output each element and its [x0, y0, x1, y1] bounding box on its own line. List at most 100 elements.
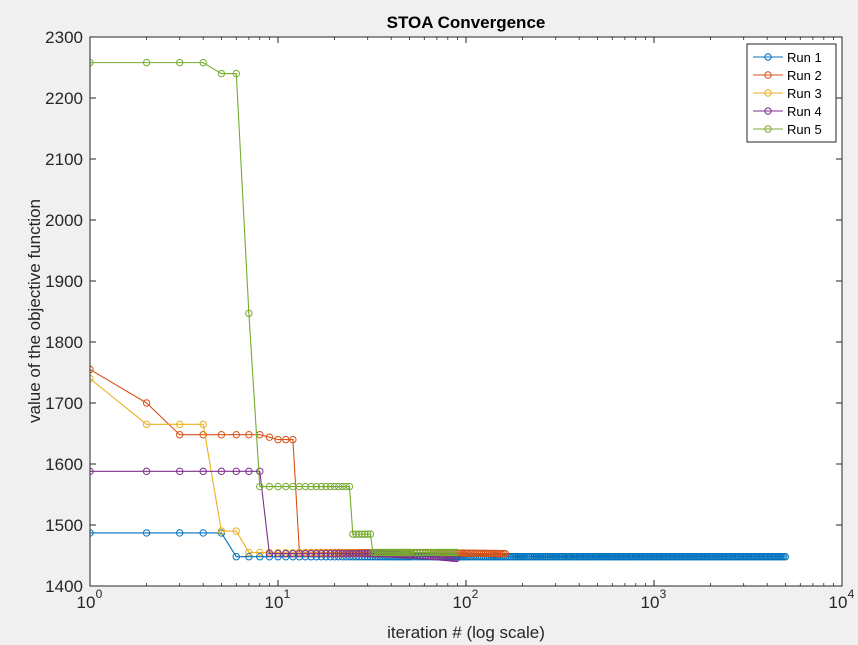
- data-point-run4-57: [427, 552, 435, 561]
- data-point-run4-26: [355, 549, 363, 558]
- legend: Run 1 Run 2 Run 3 Run 4 Run 5: [746, 43, 837, 143]
- data-point-run3-7: [256, 548, 264, 557]
- data-point-run4-20: [334, 549, 343, 558]
- data-point-run5-3: [199, 58, 207, 67]
- data-point-run5-5: [232, 69, 240, 78]
- data-point-run3-1: [142, 420, 151, 429]
- data-point-run5-31: [369, 548, 377, 557]
- data-point-run2-94: [499, 549, 508, 558]
- x-tick-label-exponent: 2: [472, 587, 479, 601]
- data-point-run4-8: [265, 549, 274, 558]
- data-point-run5-20: [334, 482, 343, 491]
- data-point-run4-1: [142, 467, 151, 476]
- data-point-run5-66: [447, 548, 455, 557]
- y-tick-label: 1900: [45, 272, 83, 291]
- data-point-run1-1: [142, 529, 151, 537]
- data-point-run5-54: [419, 548, 427, 557]
- legend-label: Run 5: [787, 122, 822, 137]
- data-point-run2-4: [217, 431, 226, 439]
- data-point-run2-83: [479, 549, 488, 558]
- data-point-run2-2: [176, 431, 184, 439]
- data-point-run1-98: [507, 553, 515, 561]
- data-point-run5-15: [312, 482, 321, 491]
- data-point-run5-67: [449, 548, 457, 557]
- data-point-run5-13: [301, 482, 310, 491]
- data-point-run5-57: [427, 548, 435, 557]
- y-tick-label: 1800: [45, 333, 83, 352]
- y-tick-label: 2300: [45, 28, 83, 47]
- data-point-run1-124: [553, 553, 561, 561]
- data-point-run1-3: [199, 529, 207, 537]
- data-point-run5-52: [413, 548, 421, 557]
- y-tick-label: 2200: [45, 89, 83, 108]
- ticks-layer: 1400150016001700180019002000210022002300…: [45, 28, 854, 612]
- x-tick-label-exponent: 3: [660, 587, 667, 601]
- legend-marker: [764, 89, 772, 97]
- data-point-run3-2: [176, 420, 184, 429]
- data-point-run4-29: [364, 549, 372, 558]
- legend-label: Run 4: [787, 104, 822, 119]
- x-tick-label: 10: [77, 593, 96, 612]
- data-point-run2-5: [232, 431, 240, 439]
- legend-marker: [764, 71, 772, 79]
- data-point-run4-15: [312, 549, 321, 558]
- data-point-run4-28: [361, 549, 369, 558]
- data-point-run5-10: [282, 482, 290, 491]
- data-point-run5-69: [452, 548, 461, 557]
- data-point-run3-5: [232, 527, 240, 535]
- x-tick-label-exponent: 0: [96, 587, 103, 601]
- series-5: [90, 58, 461, 557]
- data-point-run1-107: [523, 553, 531, 561]
- data-point-run1-116: [539, 553, 547, 561]
- data-point-run5-14: [307, 482, 315, 491]
- x-tick-label-exponent: 4: [848, 587, 855, 601]
- data-point-run1-106: [521, 553, 529, 561]
- data-point-run1-5: [232, 553, 240, 561]
- data-point-run4-18: [326, 549, 335, 558]
- y-tick-label: 1500: [45, 516, 83, 535]
- data-point-run2-3: [199, 431, 207, 439]
- data-point-run4-6: [245, 467, 253, 476]
- data-point-run5-40: [389, 548, 397, 557]
- data-point-run3-6: [245, 548, 253, 557]
- data-point-run5-68: [450, 548, 459, 557]
- data-point-run5-18: [326, 482, 335, 491]
- legend-marker: [764, 107, 772, 115]
- data-point-run4-21: [338, 549, 347, 558]
- data-point-run1-7: [256, 553, 264, 561]
- x-axis-label: iteration # (log scale): [387, 623, 545, 642]
- legend-item-run3: Run 3: [753, 86, 822, 101]
- data-point-run5-55: [421, 548, 430, 557]
- data-point-run2-84: [481, 549, 490, 558]
- data-point-run5-58: [429, 548, 437, 557]
- series-layer: [90, 58, 789, 563]
- legend-item-run2: Run 2: [753, 68, 822, 83]
- data-point-run4-4: [217, 467, 226, 476]
- y-axis-label: value of the objective function: [25, 199, 44, 423]
- legend-label: Run 1: [787, 50, 822, 65]
- data-point-run5-21: [338, 482, 347, 491]
- legend-marker: [764, 53, 772, 61]
- data-point-run5-53: [416, 548, 424, 557]
- data-point-run5-17: [322, 482, 330, 491]
- y-tick-label: 1700: [45, 394, 83, 413]
- y-tick-label: 2000: [45, 211, 83, 230]
- data-point-run4-2: [176, 467, 184, 476]
- x-tick-label: 10: [453, 593, 472, 612]
- y-tick-label: 1600: [45, 455, 83, 474]
- data-point-run4-5: [232, 467, 240, 476]
- data-point-run2-95: [501, 549, 510, 558]
- data-point-run3-4: [217, 527, 226, 535]
- data-point-run5-56: [424, 548, 432, 557]
- data-point-run4-16: [317, 549, 326, 558]
- legend-item-run1: Run 1: [753, 50, 822, 65]
- data-point-run5-2: [176, 58, 184, 67]
- data-point-run5-29: [364, 530, 372, 538]
- data-point-run5-41: [391, 548, 399, 557]
- x-tick-label: 10: [641, 593, 660, 612]
- data-point-run4-13: [301, 549, 310, 558]
- data-point-run3-3: [199, 420, 207, 429]
- data-point-run5-19: [330, 482, 339, 491]
- data-point-run4-17: [322, 549, 330, 558]
- data-point-run2-82: [477, 549, 486, 558]
